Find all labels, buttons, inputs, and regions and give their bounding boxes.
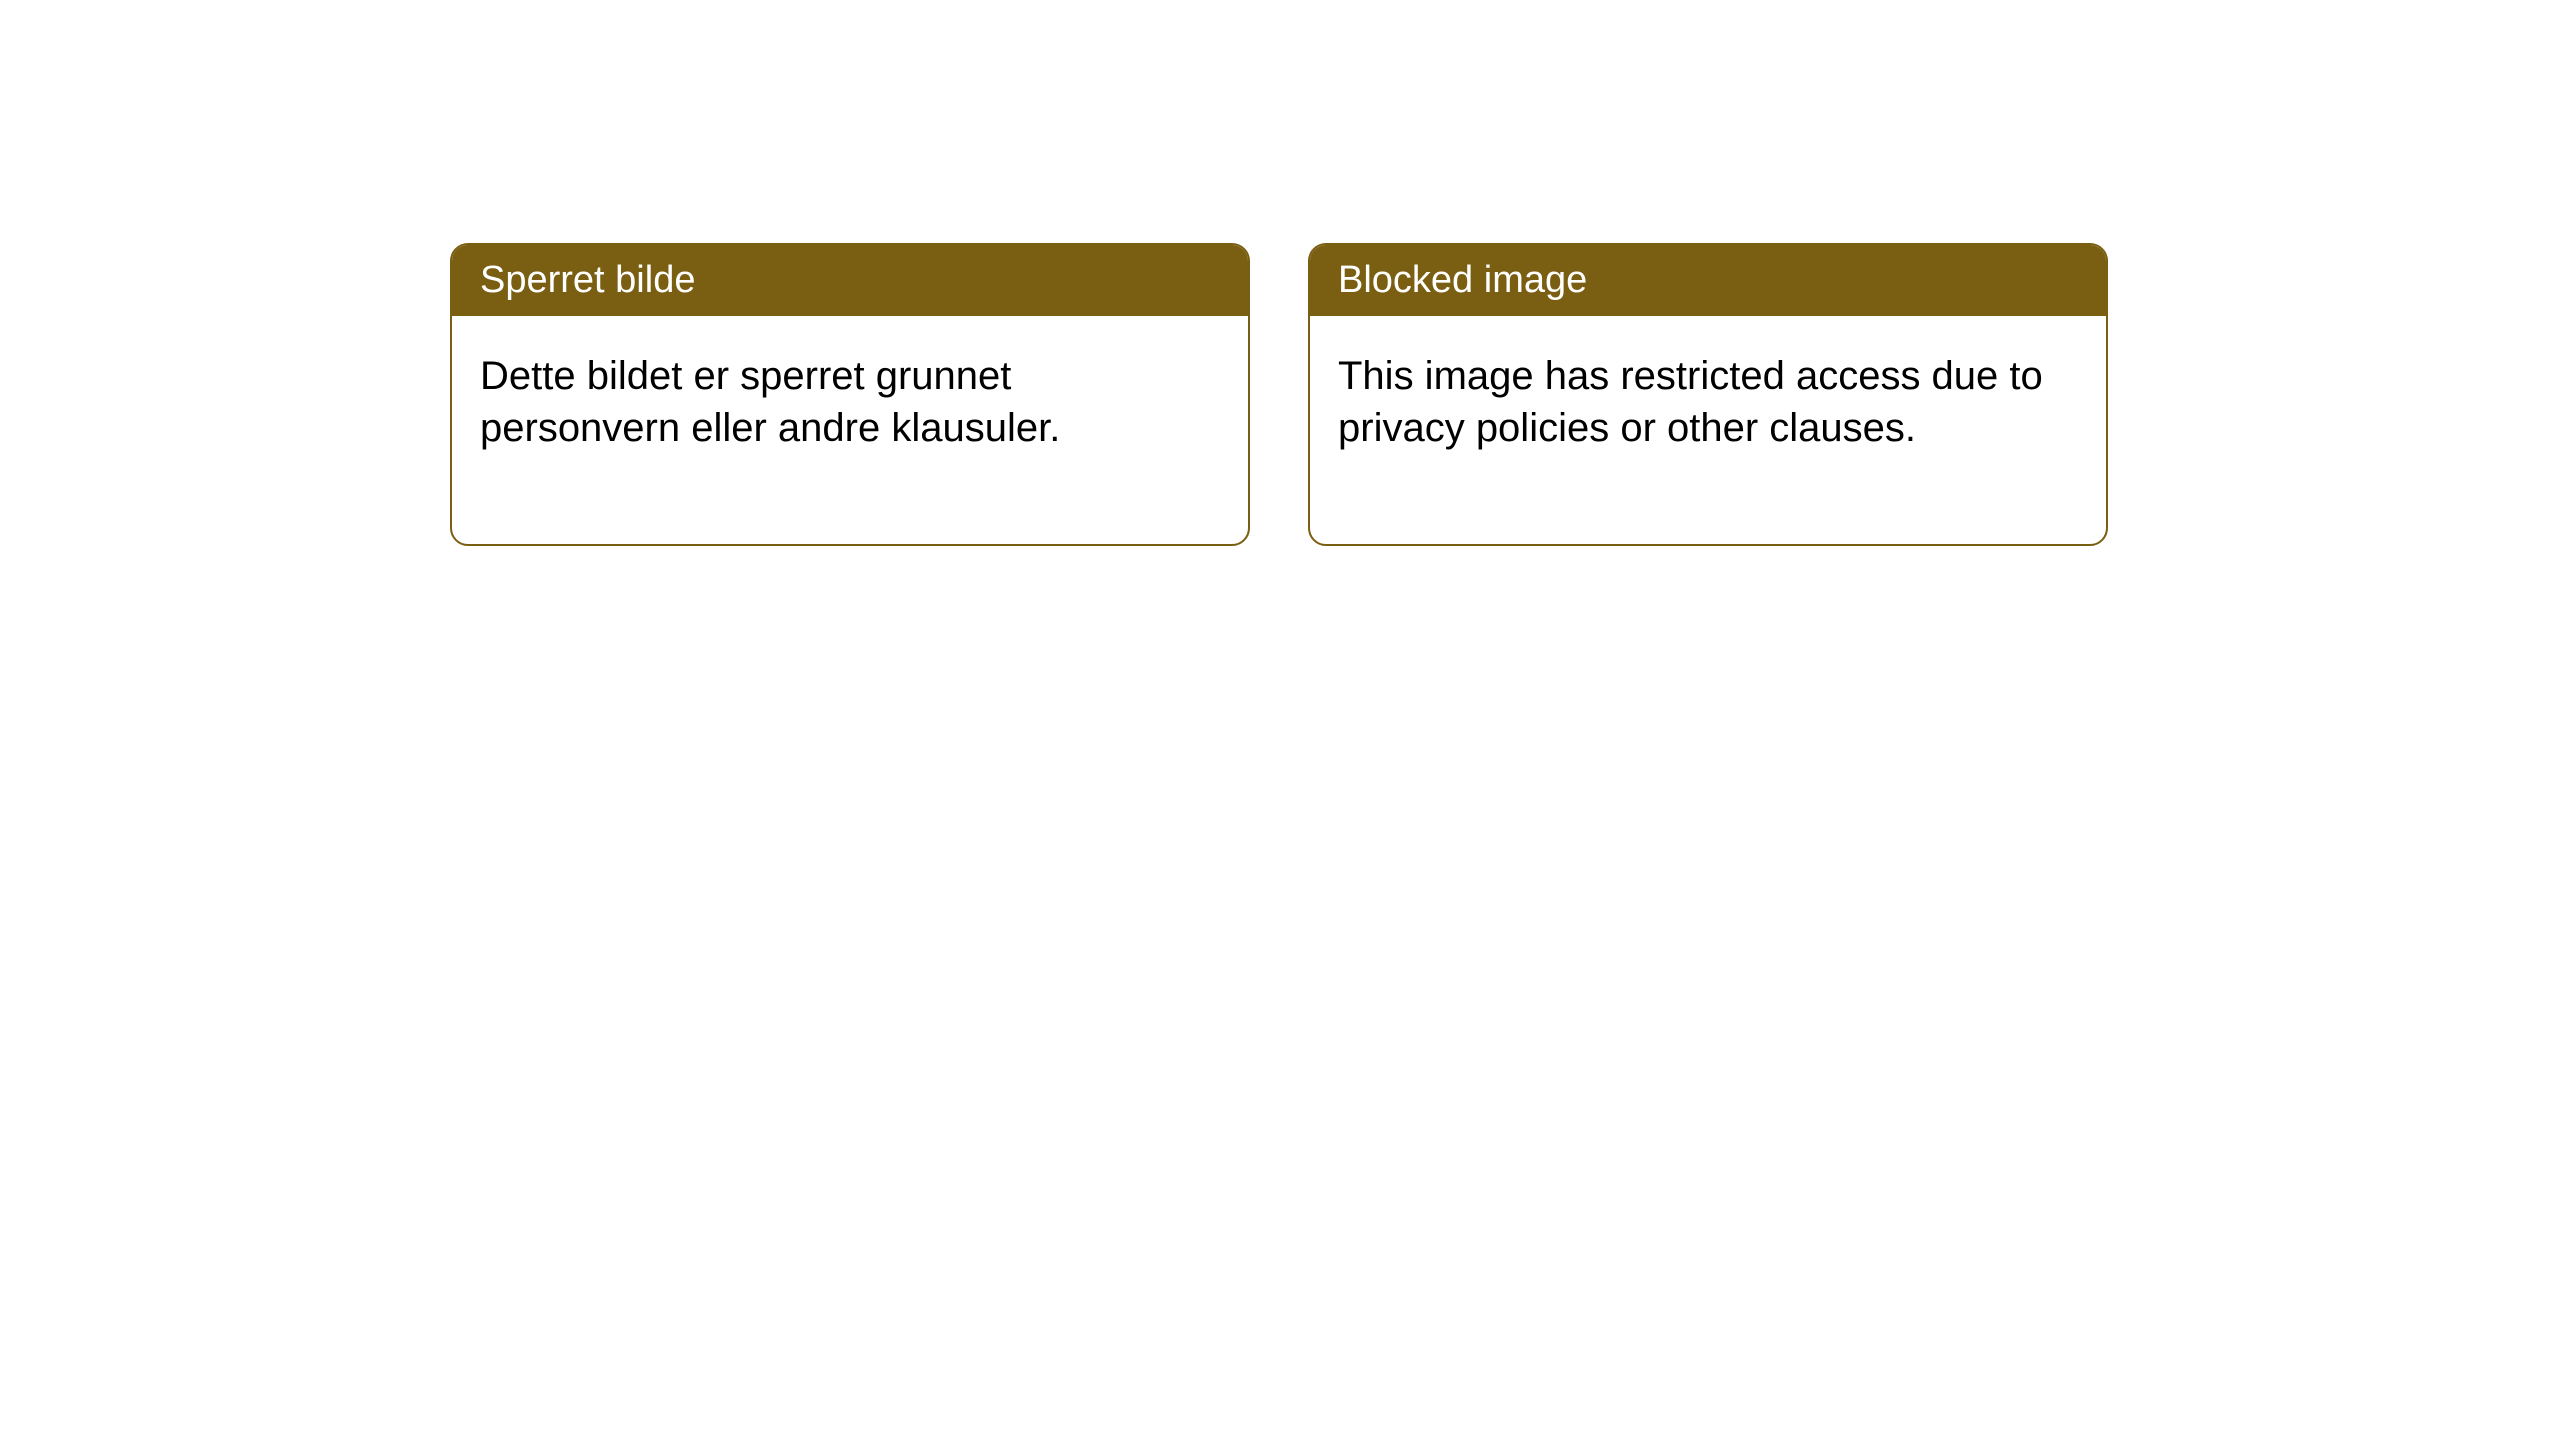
notice-card-english: Blocked image This image has restricted … <box>1308 243 2108 546</box>
notice-card-norwegian: Sperret bilde Dette bildet er sperret gr… <box>450 243 1250 546</box>
notice-card-title: Sperret bilde <box>452 245 1248 316</box>
notice-card-title: Blocked image <box>1310 245 2106 316</box>
notice-card-body: This image has restricted access due to … <box>1310 316 2106 544</box>
notice-cards-container: Sperret bilde Dette bildet er sperret gr… <box>450 243 2108 546</box>
notice-card-body: Dette bildet er sperret grunnet personve… <box>452 316 1248 544</box>
